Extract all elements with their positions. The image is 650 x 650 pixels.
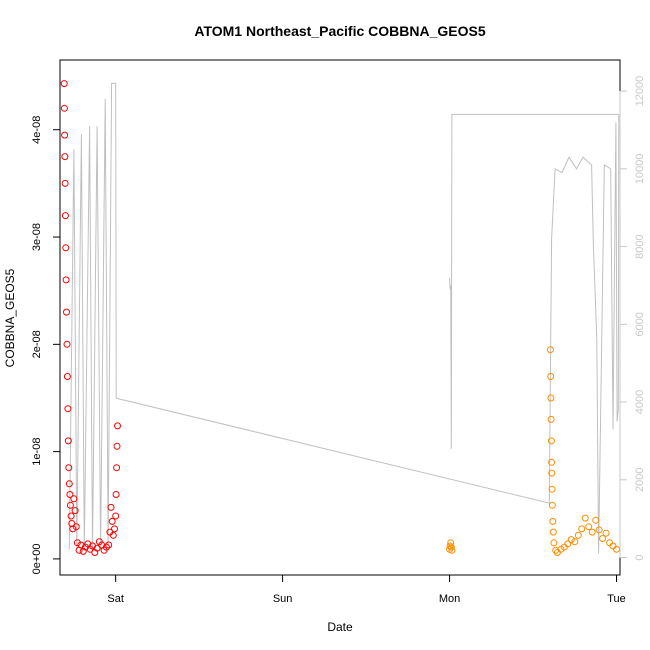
y-right-tick-label: 4000: [634, 390, 646, 414]
points-layer: [60, 80, 620, 556]
data-point-series-2: [595, 526, 603, 534]
data-point-series-1: [60, 104, 68, 112]
data-point-series-1: [63, 340, 71, 348]
altitude-line: [68, 82, 620, 554]
data-point-series-1: [107, 503, 115, 511]
y-tick-label: 0e+00: [31, 543, 43, 574]
data-point-series-1: [64, 437, 72, 445]
data-point-series-1: [112, 491, 120, 498]
data-point-series-1: [63, 308, 70, 316]
data-point-series-2: [549, 517, 557, 525]
altitude-line-segment: [449, 113, 619, 449]
data-point-series-1: [61, 179, 69, 187]
data-point-series-1: [102, 543, 110, 551]
data-point-series-1: [114, 422, 121, 430]
y-right-tick-label: 0: [634, 554, 646, 560]
data-point-series-1: [61, 153, 69, 161]
data-point-series-1: [60, 80, 68, 88]
data-point-series-2: [550, 539, 558, 547]
data-point-series-1: [93, 544, 101, 552]
data-point-series-1: [109, 531, 117, 539]
data-point-series-2: [548, 501, 556, 509]
data-point-series-1: [112, 512, 120, 520]
data-point-series-1: [113, 442, 121, 450]
data-point-series-2: [564, 540, 572, 548]
data-point-series-2: [447, 543, 455, 551]
x-tick-label: Sun: [273, 593, 293, 605]
data-point-series-1: [62, 276, 70, 284]
plot-frame: [59, 59, 621, 576]
y-tick-label: 2e-08: [31, 330, 43, 358]
y-right-tick-label: 10000: [634, 154, 646, 185]
data-point-series-2: [592, 516, 600, 524]
data-point-series-2: [613, 545, 620, 553]
data-point-series-1: [63, 373, 71, 380]
data-point-series-2: [574, 531, 582, 539]
data-point-series-2: [588, 528, 596, 536]
data-point-series-1: [67, 512, 75, 520]
x-axis: Sat Sun Mon Tue: [107, 574, 626, 605]
data-point-series-2: [552, 546, 560, 554]
data-point-series-1: [66, 491, 74, 498]
data-point-series-1: [61, 212, 69, 220]
data-point-series-1: [108, 517, 116, 525]
data-point-series-2: [599, 535, 607, 542]
altitude-line-layer: [68, 82, 620, 554]
data-point-series-1: [70, 495, 78, 503]
y-right-tick-label: 8000: [634, 234, 646, 258]
data-point-series-2: [581, 514, 589, 522]
data-point-series-1: [113, 464, 121, 472]
y-right-tick-label: 12000: [634, 76, 646, 107]
data-point-series-2: [546, 346, 554, 354]
data-point-series-2: [547, 394, 555, 402]
x-axis-label: Date: [327, 620, 353, 634]
y-axis: 0e+00 1e-08 2e-08 3e-08 4e-08: [31, 116, 61, 574]
data-point-series-2: [548, 458, 556, 466]
data-point-series-2: [547, 437, 555, 445]
data-point-series-1: [66, 501, 74, 509]
data-point-series-2: [446, 542, 454, 550]
data-point-series-1: [111, 525, 118, 533]
y-right-tick-label: 2000: [634, 468, 646, 492]
x-tick-label: Mon: [439, 593, 460, 605]
data-point-series-2: [567, 536, 575, 544]
y-right-tick-label: 6000: [634, 312, 646, 336]
y-axis-right: 0 2000 4000 6000 8000 10000 12000: [619, 76, 646, 561]
chart-title: ATOM1 Northeast_Pacific COBBNA_GEOS5: [194, 23, 485, 39]
data-point-series-1: [61, 131, 69, 139]
y-tick-label: 4e-08: [31, 116, 43, 144]
data-point-series-2: [578, 525, 586, 533]
data-point-series-2: [547, 415, 555, 423]
data-point-series-2: [548, 485, 556, 493]
y-tick-label: 3e-08: [31, 223, 43, 251]
x-tick-label: Sat: [107, 593, 124, 605]
data-point-series-1: [73, 539, 81, 547]
data-point-series-2: [585, 523, 593, 531]
y-tick-label: 1e-08: [31, 438, 43, 466]
data-point-series-2: [549, 528, 557, 536]
data-point-series-2: [447, 539, 455, 547]
data-point-series-1: [72, 523, 80, 531]
data-point-series-1: [64, 405, 72, 413]
data-point-series-2: [448, 546, 456, 554]
y-axis-label: COBBNA_GEOS5: [3, 268, 17, 367]
data-point-series-1: [62, 244, 70, 252]
data-point-series-1: [71, 507, 79, 515]
data-point-series-1: [65, 464, 73, 472]
data-point-series-2: [571, 538, 579, 546]
data-point-series-2: [547, 373, 555, 380]
data-point-series-1: [105, 541, 113, 549]
data-point-series-2: [548, 469, 556, 477]
data-point-series-1: [65, 480, 73, 488]
x-tick-label: Tue: [607, 593, 626, 605]
data-point-series-2: [602, 529, 610, 537]
